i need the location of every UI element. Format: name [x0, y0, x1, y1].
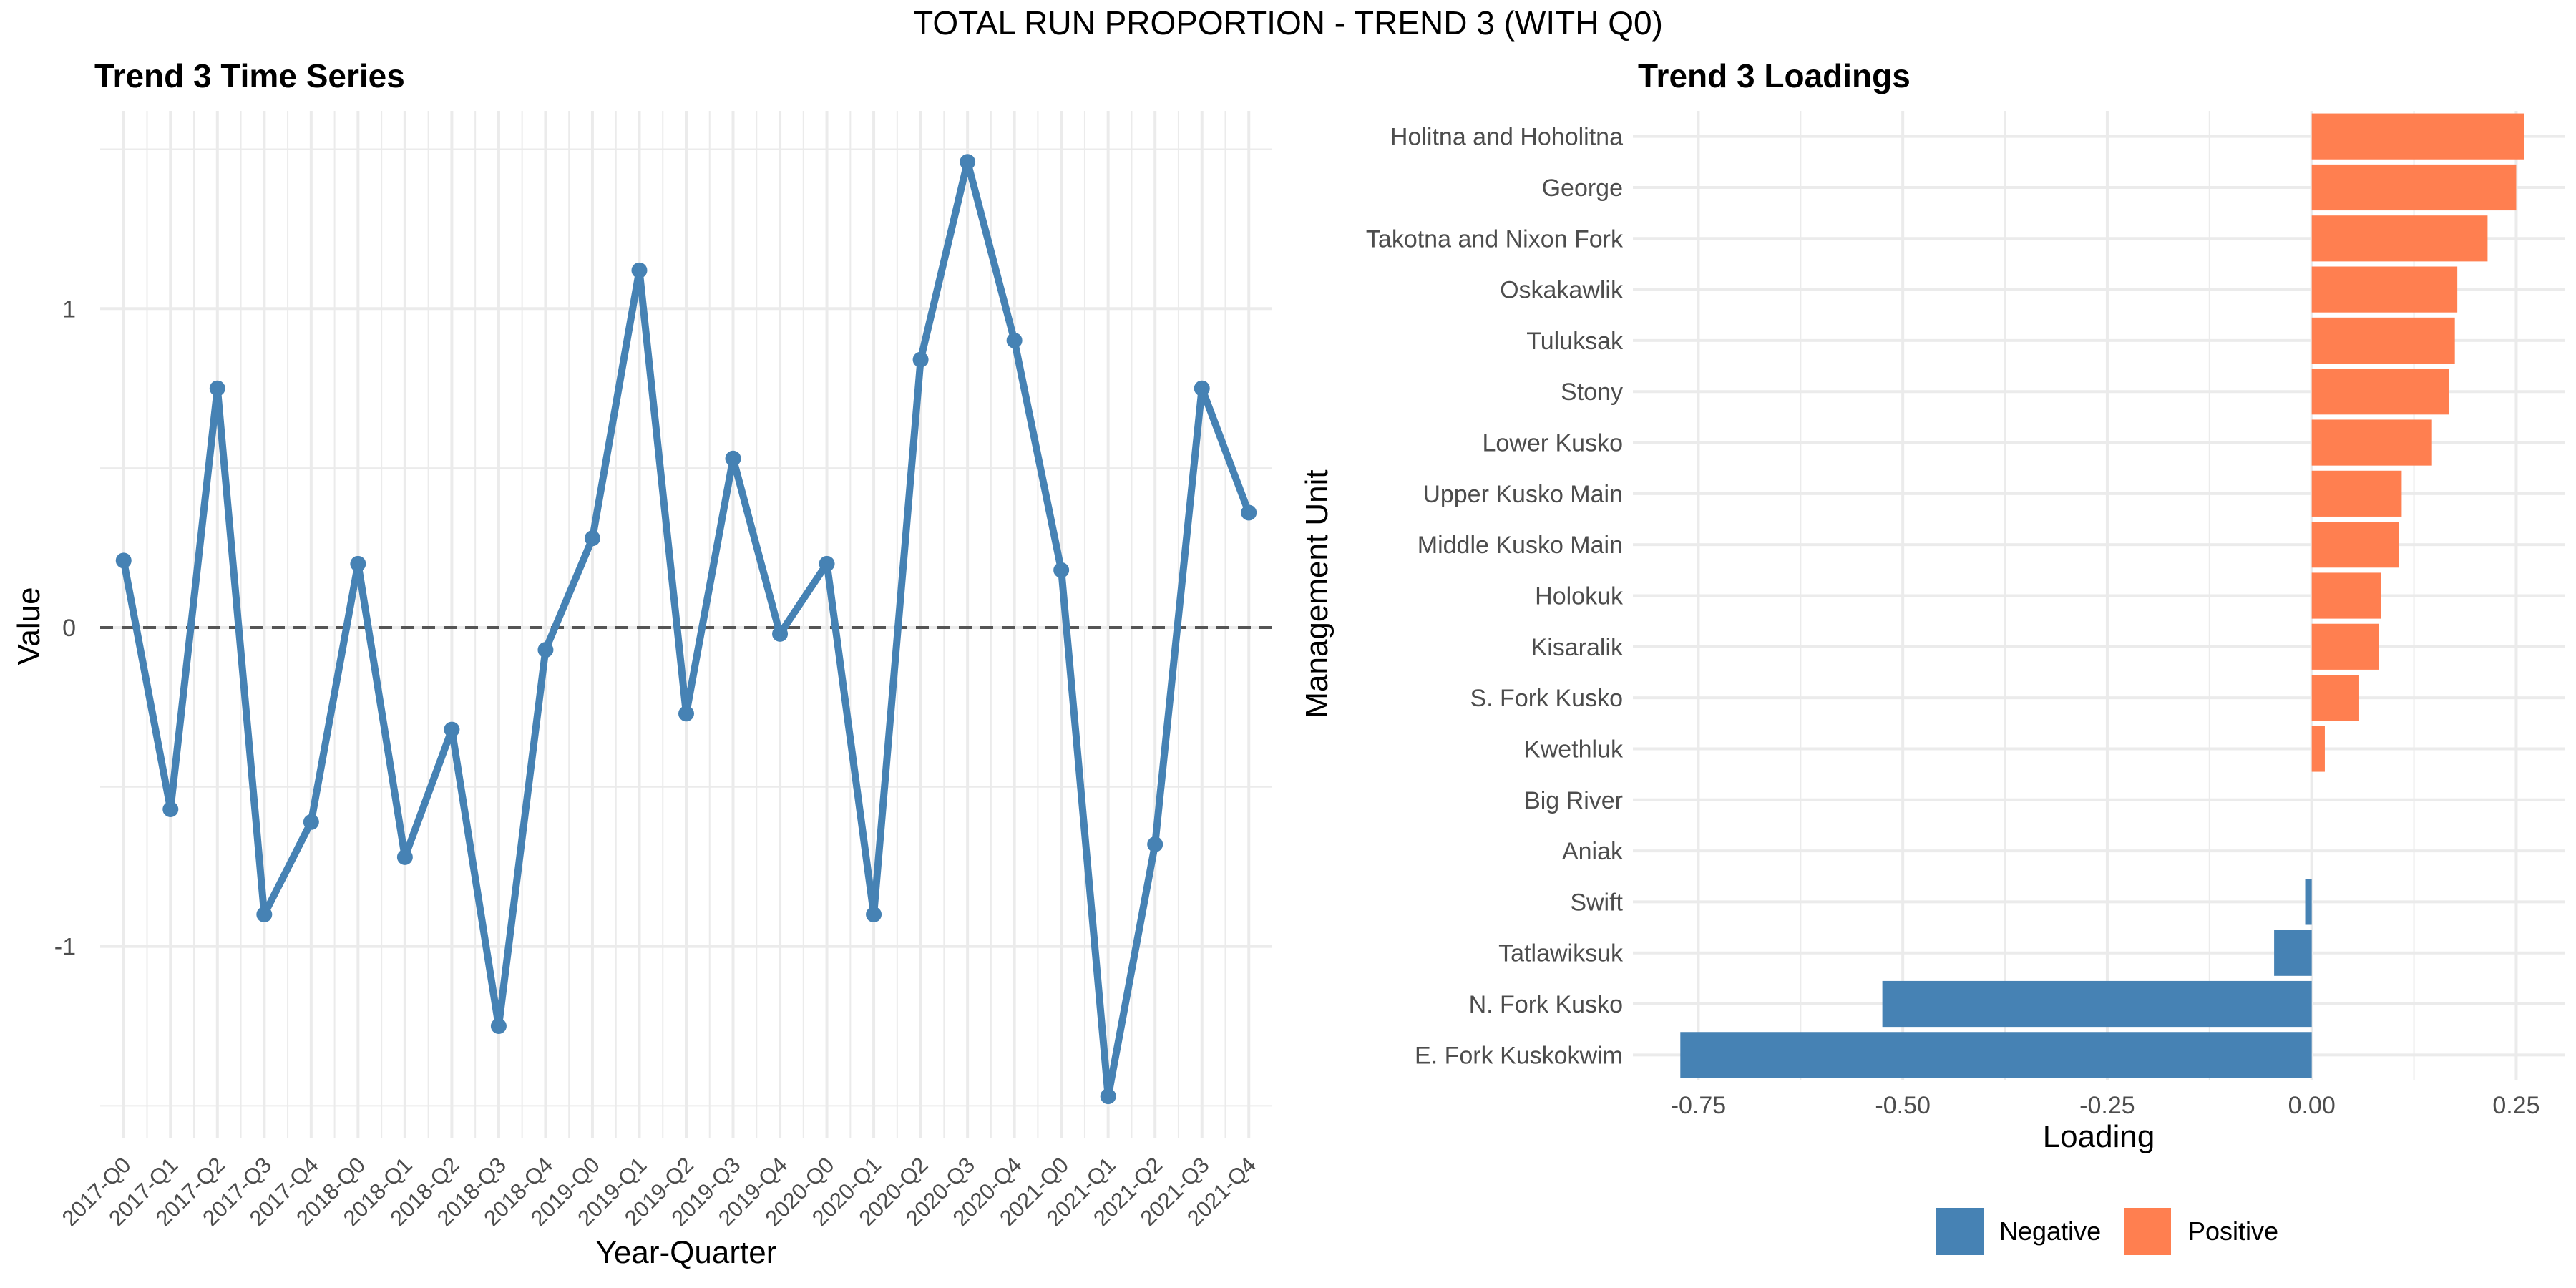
category-label: Holokuk	[1535, 583, 1624, 610]
loadings-panel: Trend 3 Loadings Holitna and Hoholitna Ge…	[1299, 57, 2565, 1255]
category-label: Tuluksak	[1526, 328, 1624, 355]
loading-bar	[1882, 980, 2312, 1028]
x-tick-label: 0.00	[2288, 1092, 2336, 1119]
data-point	[819, 555, 835, 572]
x-tick-label: -0.25	[2079, 1092, 2135, 1119]
loading-bar	[2311, 623, 2379, 670]
loading-bar	[2311, 113, 2524, 160]
data-point	[1241, 504, 1257, 521]
loadings-x-ticks: -0.75 -0.50 -0.25 0.00 0.25	[1671, 1092, 2540, 1119]
data-point	[396, 849, 413, 865]
data-point	[256, 907, 273, 923]
loading-bar	[2311, 419, 2432, 466]
data-point	[772, 625, 789, 642]
category-label: Big River	[1524, 787, 1623, 814]
data-point	[1006, 332, 1023, 348]
loading-bar	[2311, 522, 2399, 568]
loading-bar	[2311, 164, 2517, 211]
time-series-points	[115, 154, 1257, 1105]
time-series-panel: Trend 3 Time Series -1 0 1 2017-Q02017-Q12…	[11, 57, 1272, 1270]
category-label: E. Fork Kuskokwim	[1415, 1042, 1623, 1069]
y-tick-label: 1	[62, 296, 76, 323]
legend-label-negative: Negative	[1999, 1216, 2101, 1246]
category-label: George	[1542, 175, 1623, 202]
time-series-x-axis-label: Year-Quarter	[596, 1235, 777, 1270]
data-point	[1053, 562, 1070, 578]
category-label: Lower Kusko	[1482, 430, 1623, 457]
y-tick-label: -1	[54, 934, 76, 961]
data-point	[162, 801, 179, 817]
data-point	[1147, 836, 1163, 852]
data-point	[584, 530, 600, 547]
data-point	[1100, 1088, 1116, 1105]
y-tick-label: 0	[62, 615, 76, 642]
loadings-x-axis-label: Loading	[2043, 1119, 2155, 1154]
legend: Negative Positive	[1936, 1208, 2278, 1255]
category-label: Swift	[1570, 889, 1623, 916]
data-point	[490, 1018, 507, 1035]
loadings-category-labels: Holitna and Hoholitna George Takotna and N…	[1366, 124, 1624, 1070]
time-series-x-ticks: 2017-Q02017-Q12017-Q22017-Q32017-Q42018-…	[57, 1152, 1262, 1231]
category-label: Upper Kusko Main	[1423, 481, 1623, 508]
page-title: TOTAL RUN PROPORTION - TREND 3 (WITH Q0)	[913, 4, 1663, 42]
category-label: Middle Kusko Main	[1418, 532, 1623, 559]
loading-bar	[2311, 266, 2458, 313]
category-label: Stony	[1561, 379, 1623, 406]
loading-bar	[2311, 215, 2488, 262]
data-point	[725, 450, 741, 467]
data-point	[1194, 380, 1210, 396]
loading-bar	[2311, 675, 2359, 721]
data-point	[678, 706, 694, 722]
x-tick-label: 0.25	[2492, 1092, 2540, 1119]
data-point	[537, 642, 554, 658]
data-point	[303, 814, 319, 830]
loadings-title: Trend 3 Loadings	[1638, 57, 1911, 94]
category-label: Takotna and Nixon Fork	[1366, 225, 1624, 253]
legend-swatch-negative	[1936, 1208, 1984, 1255]
category-label: Kwethluk	[1524, 736, 1624, 763]
category-label: Oskakawlik	[1500, 277, 1624, 304]
data-point	[960, 154, 976, 170]
legend-swatch-positive	[2124, 1208, 2171, 1255]
data-point	[209, 380, 225, 396]
data-point	[866, 907, 882, 923]
category-label: Tatlawiksuk	[1498, 940, 1624, 967]
x-tick-label: -0.75	[1671, 1092, 1727, 1119]
loading-bar	[2311, 470, 2402, 517]
data-point	[444, 721, 460, 738]
data-point	[350, 555, 366, 572]
data-point	[115, 552, 132, 569]
loading-bar	[2274, 930, 2312, 976]
loading-bar	[2305, 879, 2312, 925]
loadings-bars	[1680, 113, 2524, 1078]
loading-bar	[2311, 369, 2449, 415]
loadings-y-axis-label: Management Unit	[1299, 469, 1335, 718]
legend-label-positive: Positive	[2188, 1216, 2278, 1246]
loading-bar	[1680, 1032, 2312, 1078]
loading-bar	[2311, 317, 2455, 364]
time-series-y-ticks: -1 0 1	[54, 296, 76, 960]
x-tick-label: -0.50	[1875, 1092, 1931, 1119]
category-label: N. Fork Kusko	[1469, 991, 1623, 1018]
time-series-y-axis-label: Value	[11, 587, 47, 665]
category-label: Holitna and Hoholitna	[1390, 124, 1623, 151]
loading-bar	[2311, 726, 2325, 772]
data-point	[631, 262, 648, 278]
time-series-title: Trend 3 Time Series	[94, 57, 405, 94]
category-label: Kisaralik	[1531, 634, 1624, 661]
data-point	[912, 351, 929, 368]
loading-bar	[2311, 572, 2381, 619]
category-label: Aniak	[1562, 838, 1624, 865]
category-label: S. Fork Kusko	[1470, 685, 1623, 712]
